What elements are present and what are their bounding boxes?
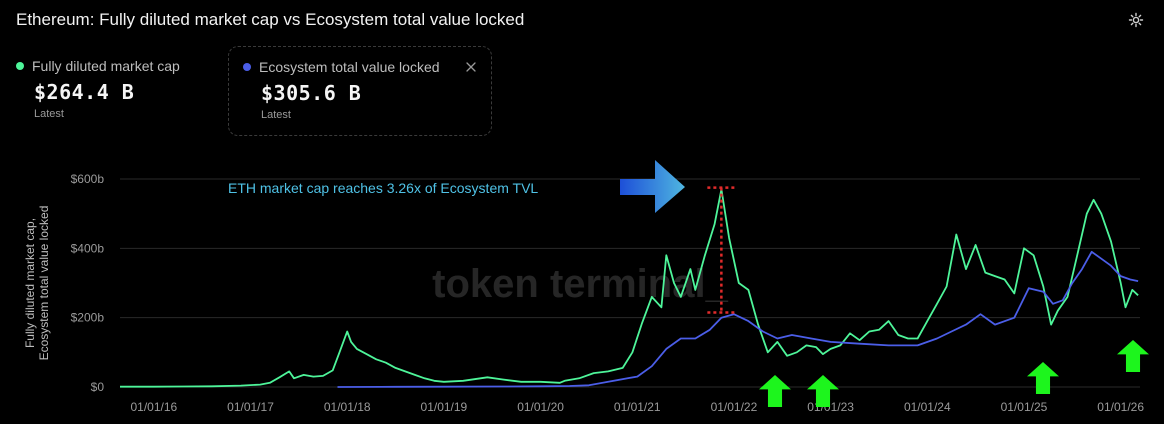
legend-label-market-cap: Fully diluted market cap [32, 58, 180, 74]
y-tick-label: $0 [91, 380, 105, 394]
green-up-arrow-4 [1117, 340, 1149, 372]
x-tick-label: 01/01/16 [130, 400, 177, 414]
chart: $0 $200b $400b $600b 01/01/16 01/01/17 01/01/1… [23, 160, 1149, 414]
x-tick-label: 01/01/19 [421, 400, 468, 414]
x-tick-label: 01/01/25 [1001, 400, 1048, 414]
annotation-text: ETH market cap reaches 3.26x of Ecosyste… [228, 180, 538, 196]
legend-value-market-cap: $264.4 B [34, 80, 135, 104]
annotation-arrow [620, 160, 685, 213]
legend-dot-tvl [243, 63, 251, 71]
green-up-arrow-1 [759, 375, 791, 407]
series-line-tvl [337, 250, 1139, 388]
x-tick-label: 01/01/24 [904, 400, 951, 414]
legend-label-tvl: Ecosystem total value locked [259, 59, 440, 75]
y-tick-label: $600b [71, 172, 105, 186]
legend-card-tvl[interactable]: Ecosystem total value locked $305.6 B La… [228, 46, 492, 136]
legend-dot-market-cap [16, 62, 24, 70]
y-axis-label: Ecosystem total value locked [37, 206, 51, 361]
legend-sub-market-cap: Latest [34, 108, 64, 120]
close-icon[interactable] [465, 61, 477, 73]
x-tick-label: 01/01/20 [517, 400, 564, 414]
watermark: token terminal_ [432, 262, 728, 306]
x-tick-label: 01/01/26 [1097, 400, 1144, 414]
gear-icon[interactable] [1128, 12, 1144, 28]
green-up-arrow-2 [807, 375, 839, 407]
page-title: Ethereum: Fully diluted market cap vs Ec… [16, 10, 525, 29]
series-line-market-cap [120, 188, 1139, 388]
y-tick-label: $400b [71, 241, 105, 255]
green-up-arrow-3 [1027, 362, 1059, 394]
x-tick-label: 01/01/23 [807, 400, 854, 414]
x-tick-label: 01/01/17 [227, 400, 274, 414]
y-tick-label: $200b [71, 311, 105, 325]
x-tick-label: 01/01/18 [324, 400, 371, 414]
legend-sub-tvl: Latest [261, 109, 291, 121]
legend-value-tvl: $305.6 B [261, 81, 362, 105]
y-axis-label: Fully diluted market cap, [23, 218, 37, 348]
x-tick-label: 01/01/21 [614, 400, 661, 414]
legend-card-market-cap[interactable]: Fully diluted market cap $264.4 B Latest [16, 46, 216, 134]
x-tick-label: 01/01/22 [711, 400, 758, 414]
